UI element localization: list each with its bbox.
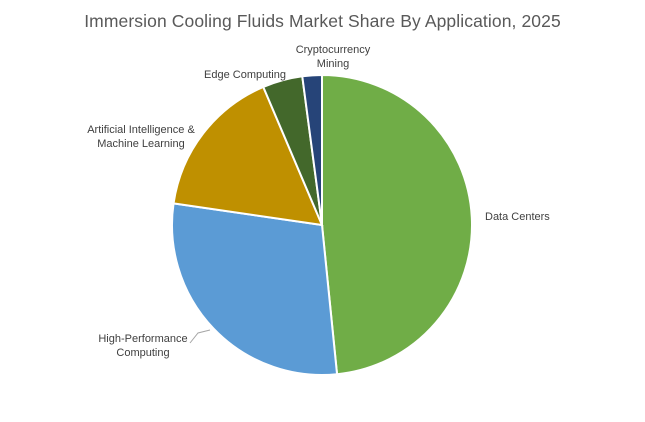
pie-slice-cryptocurrency-mining: [301, 73, 323, 226]
pie-slice-data-centers: [321, 73, 473, 376]
data-label: Edge Computing: [204, 69, 286, 81]
pie-slice-high-performance-computing: [171, 202, 339, 376]
leader-line: [189, 329, 211, 344]
chart-title: Immersion Cooling Fluids Market Share By…: [84, 11, 561, 31]
data-label: Artificial Intelligence & Machine Learnin…: [87, 124, 195, 150]
data-label: Cryptocurrency Mining: [296, 44, 371, 70]
pie-slice-artificial-intelligence-machine-learning: [172, 85, 324, 227]
data-label: High-Performance Computing: [98, 333, 187, 359]
data-label: Data Centers: [485, 211, 550, 223]
